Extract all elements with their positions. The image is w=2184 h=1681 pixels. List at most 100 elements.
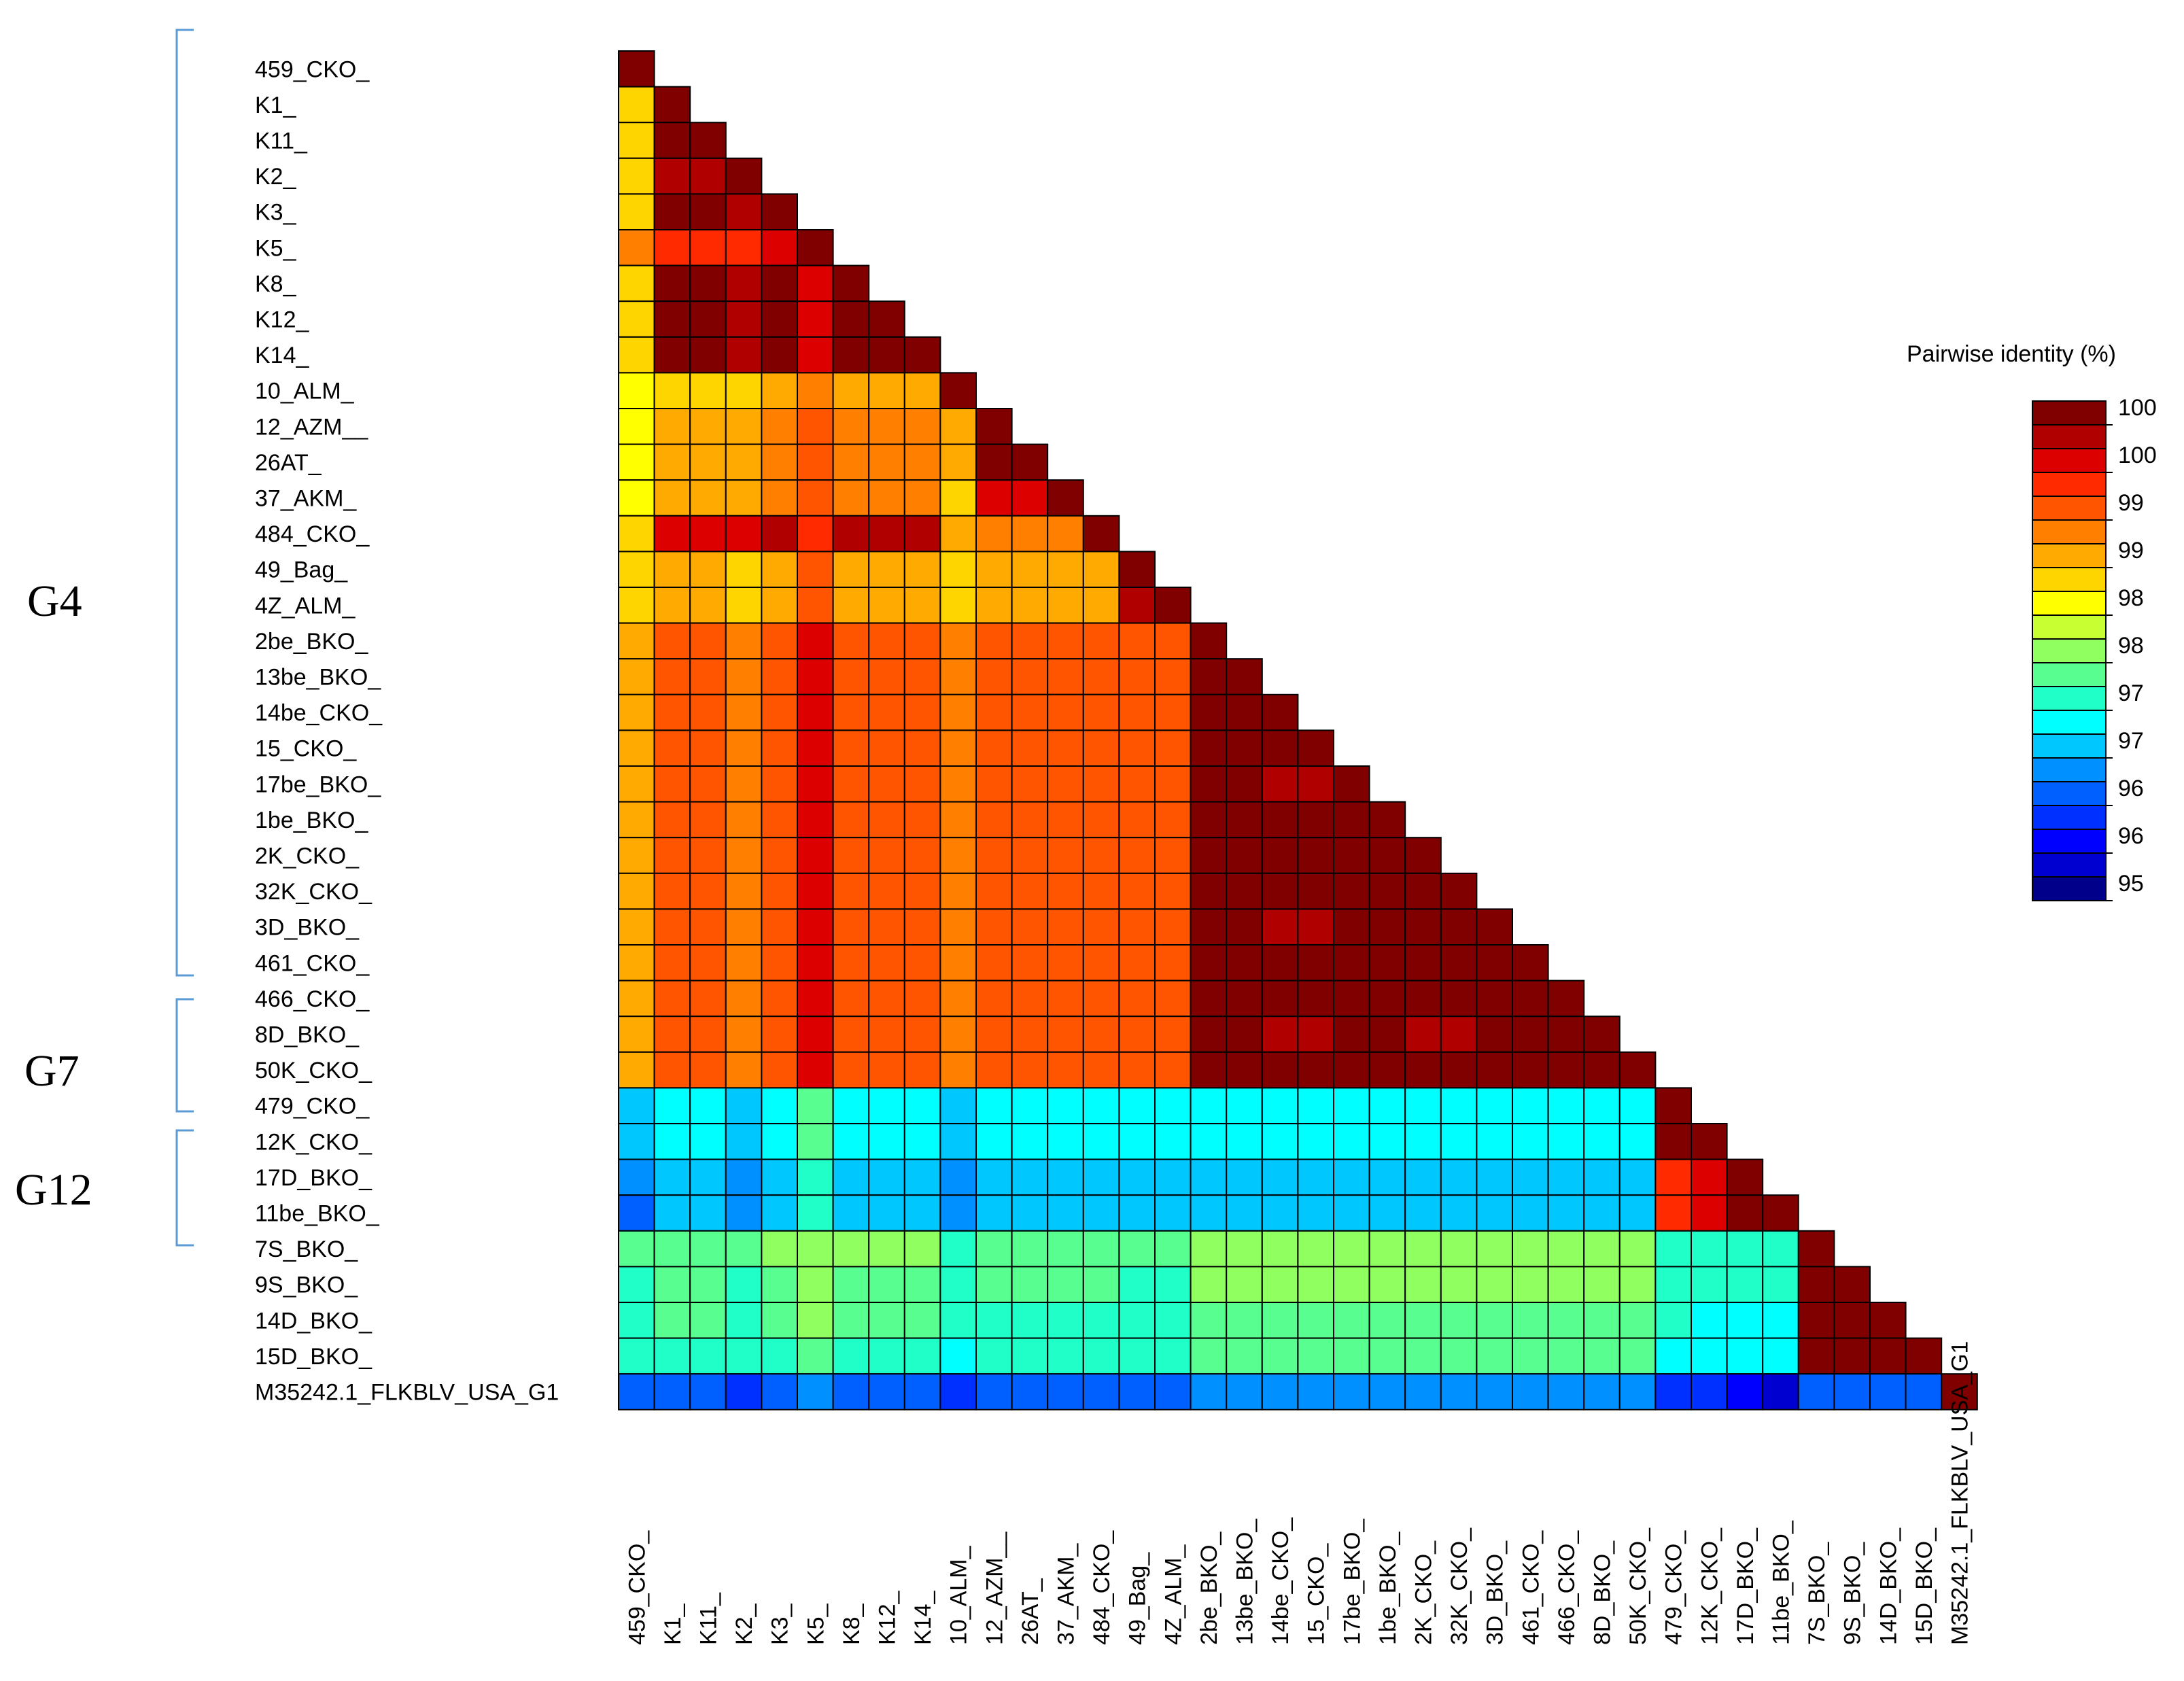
heatmap-cell — [868, 372, 905, 410]
legend-tick-label: 98 — [2118, 633, 2144, 659]
heatmap-cell — [868, 693, 905, 731]
heatmap-cell — [1583, 1158, 1620, 1196]
heatmap-cell — [1154, 587, 1192, 624]
heatmap-cell — [903, 980, 941, 1018]
legend-swatch — [2032, 591, 2107, 616]
heatmap-cell — [1512, 1087, 1549, 1125]
column-label: 7S_BKO_ — [1804, 1542, 1830, 1645]
heatmap-cell — [868, 300, 905, 338]
heatmap-cell — [725, 1373, 763, 1410]
heatmap-cell — [689, 515, 727, 553]
heatmap-cell — [1691, 1158, 1728, 1196]
heatmap-cell — [653, 372, 691, 410]
heatmap-cell — [1368, 944, 1406, 982]
heatmap-cell — [653, 193, 691, 230]
heatmap-cell — [1404, 1337, 1442, 1375]
heatmap-cell — [1118, 587, 1156, 624]
heatmap-cell — [725, 801, 763, 839]
heatmap-cell — [975, 1194, 1013, 1232]
heatmap-cell — [939, 1123, 977, 1160]
heatmap-cell — [1547, 1016, 1585, 1053]
heatmap-cell — [1404, 1373, 1442, 1410]
heatmap-cell — [975, 587, 1013, 624]
heatmap-cell — [797, 264, 834, 302]
heatmap-cell — [939, 1230, 977, 1268]
heatmap-cell — [1261, 1194, 1299, 1232]
heatmap-cell — [761, 837, 799, 874]
column-label: 9S_BKO_ — [1840, 1542, 1866, 1645]
row-label: 26AT_ — [255, 450, 322, 476]
heatmap-cell — [797, 300, 834, 338]
heatmap-cell — [1404, 1302, 1442, 1339]
heatmap-cell — [618, 980, 655, 1018]
heatmap-cell — [1011, 765, 1049, 803]
heatmap-cell — [975, 908, 1013, 946]
legend-tick-label: 100 — [2118, 395, 2157, 421]
heatmap-cell — [1404, 1123, 1442, 1160]
heatmap-cell — [761, 1051, 799, 1089]
heatmap-cell — [653, 944, 691, 982]
heatmap-cell — [797, 658, 834, 695]
heatmap-cell — [903, 837, 941, 874]
heatmap-cell — [1011, 587, 1049, 624]
heatmap-cell — [689, 1051, 727, 1089]
heatmap-cell — [939, 1194, 977, 1232]
heatmap-cell — [725, 658, 763, 695]
heatmap-cell — [797, 515, 834, 553]
heatmap-cell — [1118, 622, 1156, 660]
heatmap-cell — [653, 837, 691, 874]
heatmap-cell — [797, 1230, 834, 1268]
heatmap-cell — [1654, 1302, 1692, 1339]
heatmap-cell — [1512, 1158, 1549, 1196]
row-label: 10_ALM_ — [255, 379, 355, 404]
heatmap-cell — [761, 658, 799, 695]
legend-tick-label: 99 — [2118, 490, 2144, 516]
heatmap-cell — [1190, 1337, 1228, 1375]
heatmap-cell — [1154, 908, 1192, 946]
heatmap-cell — [797, 1266, 834, 1304]
heatmap-cell — [868, 1230, 905, 1268]
heatmap-cell — [1297, 729, 1335, 767]
column-label: 461_CKO_ — [1518, 1530, 1544, 1645]
heatmap-cell — [1476, 1123, 1513, 1160]
heatmap-cell — [832, 587, 870, 624]
heatmap-cell — [1190, 658, 1228, 695]
heatmap-cell — [1154, 1087, 1192, 1125]
heatmap-cell — [653, 908, 691, 946]
heatmap-cell — [1118, 1337, 1156, 1375]
heatmap-cell — [725, 1123, 763, 1160]
heatmap-cell — [797, 336, 834, 374]
heatmap-cell — [832, 551, 870, 589]
heatmap-cell — [725, 1016, 763, 1053]
heatmap-cell — [832, 1051, 870, 1089]
heatmap-cell — [653, 122, 691, 159]
heatmap-cell — [1047, 551, 1084, 589]
heatmap-cell — [903, 1194, 941, 1232]
heatmap-cell — [1082, 1016, 1120, 1053]
heatmap-cell — [939, 479, 977, 517]
heatmap-cell — [903, 908, 941, 946]
heatmap-cell — [1691, 1266, 1728, 1304]
heatmap-cell — [832, 693, 870, 731]
heatmap-cell — [1476, 980, 1513, 1018]
heatmap-cell — [975, 1158, 1013, 1196]
heatmap-cell — [689, 1016, 727, 1053]
heatmap-cell — [832, 944, 870, 982]
heatmap-cell — [1297, 1337, 1335, 1375]
row-label: 2K_CKO_ — [255, 844, 360, 869]
heatmap-cell — [797, 1158, 834, 1196]
heatmap-cell — [689, 443, 727, 481]
heatmap-cell — [1011, 1230, 1049, 1268]
heatmap-cell — [1011, 479, 1049, 517]
row-labels: 459_CKO_ K1_ K11_ K2_ K3_ K5_ K8_ K12_ K14_ 10_AL… — [255, 56, 559, 1405]
heatmap-cell — [1618, 1087, 1657, 1125]
heatmap-cell — [1118, 1266, 1156, 1304]
legend-swatch — [2032, 852, 2107, 878]
heatmap-cell — [1762, 1337, 1799, 1375]
heatmap-cell — [1047, 622, 1084, 660]
heatmap-cell — [797, 729, 834, 767]
heatmap-cell — [1297, 837, 1335, 874]
heatmap-cell — [1368, 837, 1406, 874]
heatmap-cell — [653, 300, 691, 338]
heatmap-cell — [618, 801, 655, 839]
